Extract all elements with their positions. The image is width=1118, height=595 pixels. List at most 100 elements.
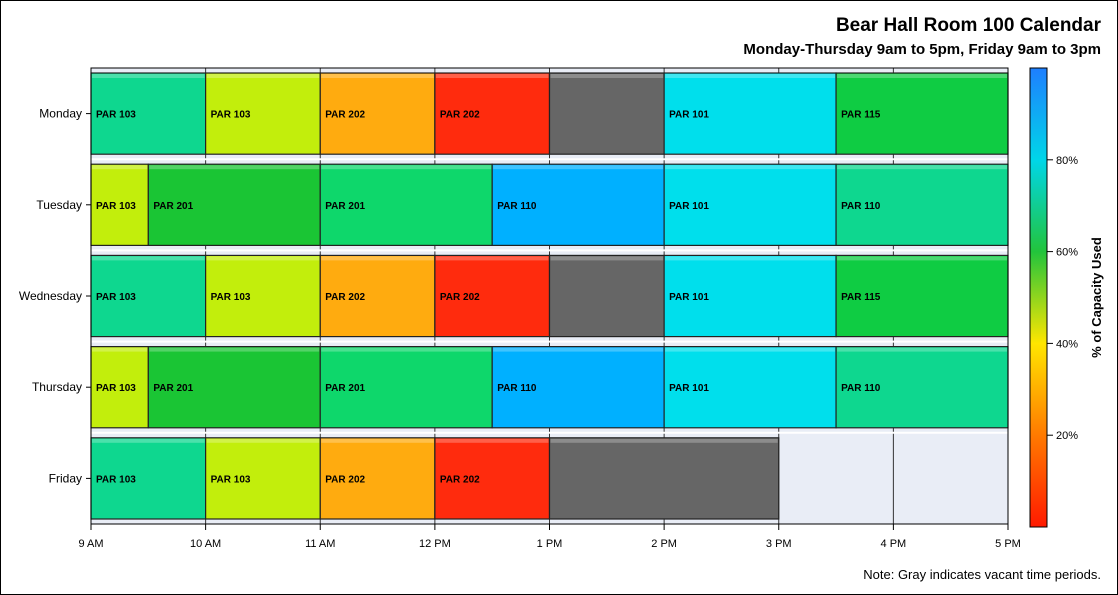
calendar-block [205, 437, 321, 520]
x-tick-label: 3 PM [766, 538, 792, 550]
calendar-block [835, 254, 1009, 338]
x-tick-label: 9 AM [78, 538, 103, 550]
calendar-block [205, 72, 321, 155]
colorbar-tick-label: 20% [1056, 430, 1078, 442]
block-label: PAR 202 [440, 110, 480, 121]
calendar-block [663, 72, 837, 155]
block-highlight [435, 256, 549, 261]
block-highlight [92, 256, 205, 261]
calendar-block [434, 254, 551, 338]
calendar-block [663, 254, 837, 338]
calendar-block [548, 72, 665, 155]
block-label: PAR 103 [96, 292, 136, 303]
block-label: PAR 110 [841, 383, 881, 394]
block-label: PAR 103 [211, 474, 251, 485]
block-highlight [206, 74, 320, 78]
calendar-block [491, 163, 665, 246]
block-highlight [92, 347, 148, 352]
chart-subtitle: Monday-Thursday 9am to 5pm, Friday 9am t… [743, 41, 1101, 58]
block-highlight [665, 347, 836, 352]
x-tick-label: 10 AM [190, 538, 221, 550]
calendar-block [491, 346, 665, 429]
block-highlight [321, 165, 492, 170]
block-label: PAR 202 [325, 110, 365, 121]
block-label: PAR 101 [669, 383, 709, 394]
block-highlight [92, 165, 148, 170]
x-tick-label: 11 AM [305, 538, 335, 550]
calendar-block [205, 254, 321, 338]
block-label: PAR 201 [325, 201, 365, 212]
block-highlight [321, 438, 434, 443]
block-label: PAR 110 [497, 201, 537, 212]
calendar-block [319, 163, 493, 246]
calendar-block [319, 437, 436, 520]
block-highlight [321, 74, 434, 78]
calendar-block [147, 163, 321, 246]
calendar-block [434, 437, 551, 520]
block-highlight [321, 256, 434, 261]
block-label: PAR 110 [841, 201, 881, 212]
block-highlight [665, 74, 836, 78]
y-tick-label: Thursday [32, 380, 82, 394]
block-label: PAR 202 [440, 292, 480, 303]
calendar-block [663, 346, 837, 429]
block-highlight [493, 165, 664, 170]
calendar-block [548, 254, 665, 338]
y-tick-label: Friday [49, 471, 82, 485]
block-highlight [435, 74, 549, 78]
block-label: PAR 201 [153, 383, 193, 394]
x-tick-label: 2 PM [651, 538, 677, 550]
block-label: PAR 101 [669, 201, 709, 212]
calendar-block [90, 72, 207, 155]
calendar-block [548, 437, 780, 520]
block-label: PAR 202 [325, 292, 365, 303]
block-highlight [206, 438, 320, 443]
block-label: PAR 103 [96, 110, 136, 121]
block-label: PAR 110 [497, 383, 537, 394]
y-tick-label: Tuesday [36, 198, 82, 212]
block-highlight [837, 74, 1007, 78]
x-tick-label: 12 PM [419, 538, 451, 550]
block-label: PAR 103 [211, 110, 251, 121]
block-highlight [665, 165, 836, 170]
block-label: PAR 201 [325, 383, 365, 394]
block-highlight [550, 438, 778, 443]
block-label: PAR 202 [325, 474, 365, 485]
block-label: PAR 202 [440, 474, 480, 485]
chart-note: Note: Gray indicates vacant time periods… [863, 567, 1101, 582]
block-highlight [149, 165, 320, 170]
colorbar-tick-label: 60% [1056, 247, 1078, 259]
calendar-block [663, 163, 837, 246]
calendar-block [319, 72, 436, 155]
y-tick-label: Monday [39, 107, 82, 121]
block-label: PAR 101 [669, 110, 709, 121]
block-highlight [550, 256, 664, 261]
block-label: PAR 103 [96, 474, 136, 485]
calendar-block [147, 346, 321, 429]
block-highlight [206, 256, 320, 261]
block-highlight [149, 347, 320, 352]
calendar-block [434, 72, 551, 155]
y-tick-label: Wednesday [19, 289, 82, 303]
x-tick-label: 1 PM [537, 538, 563, 550]
calendar-block [835, 72, 1009, 155]
block-label: PAR 103 [96, 201, 136, 212]
calendar-block [835, 163, 1009, 246]
block-highlight [92, 74, 205, 78]
block-highlight [665, 256, 836, 261]
block-highlight [550, 74, 664, 78]
block-highlight [837, 165, 1007, 170]
block-label: PAR 103 [96, 383, 136, 394]
colorbar-label: % of Capacity Used [1089, 237, 1104, 358]
block-highlight [435, 438, 549, 443]
block-label: PAR 103 [211, 292, 251, 303]
calendar-block [835, 346, 1009, 429]
block-label: PAR 115 [841, 110, 881, 121]
x-tick-label: 4 PM [881, 538, 907, 550]
colorbar [1029, 67, 1048, 528]
block-label: PAR 201 [153, 201, 193, 212]
block-highlight [837, 347, 1007, 352]
block-highlight [321, 347, 492, 352]
